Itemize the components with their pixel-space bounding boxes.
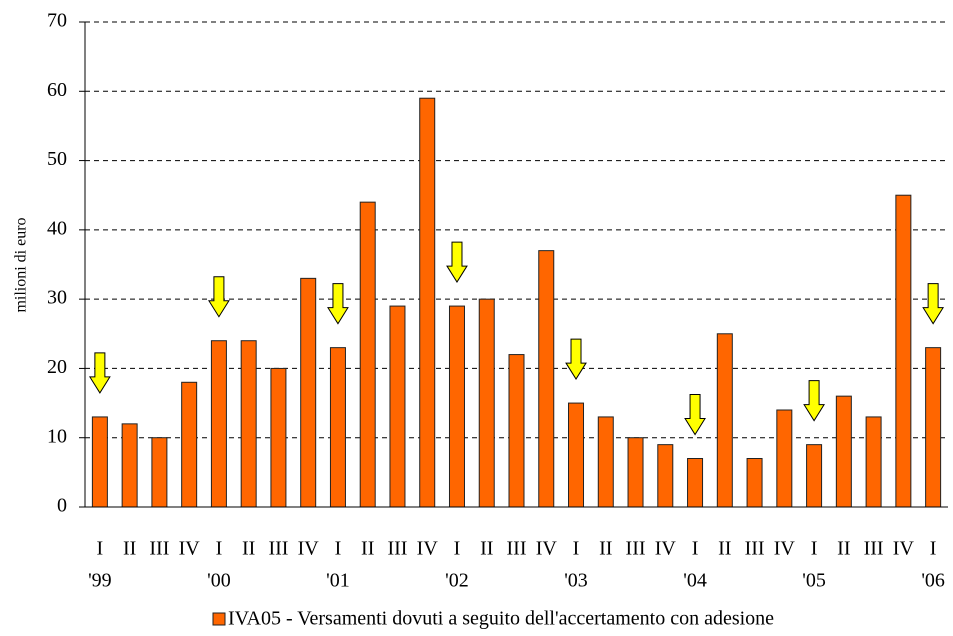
y-tick-label: 20 [47,356,67,378]
bar [746,458,763,508]
bar [210,340,227,508]
x-tick-label: I [97,538,104,560]
y-tick-label: 70 [47,10,67,32]
x-tick-label: IV [298,538,320,560]
bar [895,194,912,508]
x-tick-label: III [507,538,527,560]
x-tick-label: IV [417,538,439,560]
bar [538,250,555,508]
x-tick-label: II [242,538,255,560]
bar [91,416,108,508]
y-tick-label: 50 [47,148,67,170]
bar [806,444,823,508]
x-year-label: '01 [326,570,350,592]
bar [925,347,942,508]
x-tick-label: III [268,538,288,560]
x-tick-label: I [930,538,937,560]
arrow [327,283,349,325]
x-tick-label: IV [536,538,558,560]
y-tick-label: 40 [47,217,67,239]
bar [329,347,346,508]
arrow [922,283,945,325]
x-tick-label: II [361,538,374,560]
x-tick-label: III [745,538,765,560]
bar [776,409,793,508]
y-tick-label: 60 [47,79,67,101]
bar [478,298,495,508]
bar [151,437,168,508]
arrow [446,241,468,284]
x-tick-label: III [149,538,169,560]
x-tick-label: II [480,538,493,560]
x-year-label: '04 [683,570,707,592]
legend-swatch [212,612,226,626]
legend-label: IVA05 - Versamenti dovuti a seguito dell… [228,608,774,630]
x-tick-label: I [692,538,699,560]
arrow [565,338,587,381]
x-tick-label: II [718,538,731,560]
y-tick-label: 0 [57,495,67,517]
x-tick-label: IV [655,538,677,560]
arrow [803,380,825,422]
x-tick-label: I [454,538,461,560]
x-tick-label: II [837,538,850,560]
x-tick-label: III [864,538,884,560]
bar [508,354,525,508]
x-year-label: '00 [207,570,231,592]
x-tick-label: II [599,538,612,560]
bar [835,395,852,508]
arrow [684,394,706,436]
bar [181,381,198,508]
x-tick-label: I [811,538,818,560]
x-year-label: '99 [88,570,112,592]
bar [300,277,317,508]
y-tick-label: 10 [47,425,67,447]
bar [657,444,674,508]
bar [716,333,733,508]
bar [597,416,614,508]
x-year-label: '02 [445,570,469,592]
bar [240,340,257,508]
bar [359,201,376,508]
bar [568,402,585,508]
x-tick-label: III [626,538,646,560]
arrow [208,276,230,318]
x-year-label: '05 [802,570,826,592]
x-year-label: '06 [921,570,945,592]
bar [448,305,465,508]
x-tick-label: IV [893,538,915,560]
bar [121,423,138,508]
x-tick-label: IV [774,538,796,560]
arrow [88,352,111,394]
bar [865,416,882,508]
x-tick-label: I [573,538,580,560]
bar [627,437,644,508]
bar [270,367,287,508]
bar [389,305,406,508]
x-tick-label: I [335,538,342,560]
x-year-label: '03 [564,570,588,592]
x-tick-label: II [123,538,136,560]
x-tick-label: I [216,538,223,560]
bar [419,97,436,508]
x-tick-label: III [387,538,407,560]
bar [687,458,704,508]
y-tick-label: 30 [47,287,67,309]
x-tick-label: IV [179,538,201,560]
y-axis-title: milioni di euro [13,217,30,312]
